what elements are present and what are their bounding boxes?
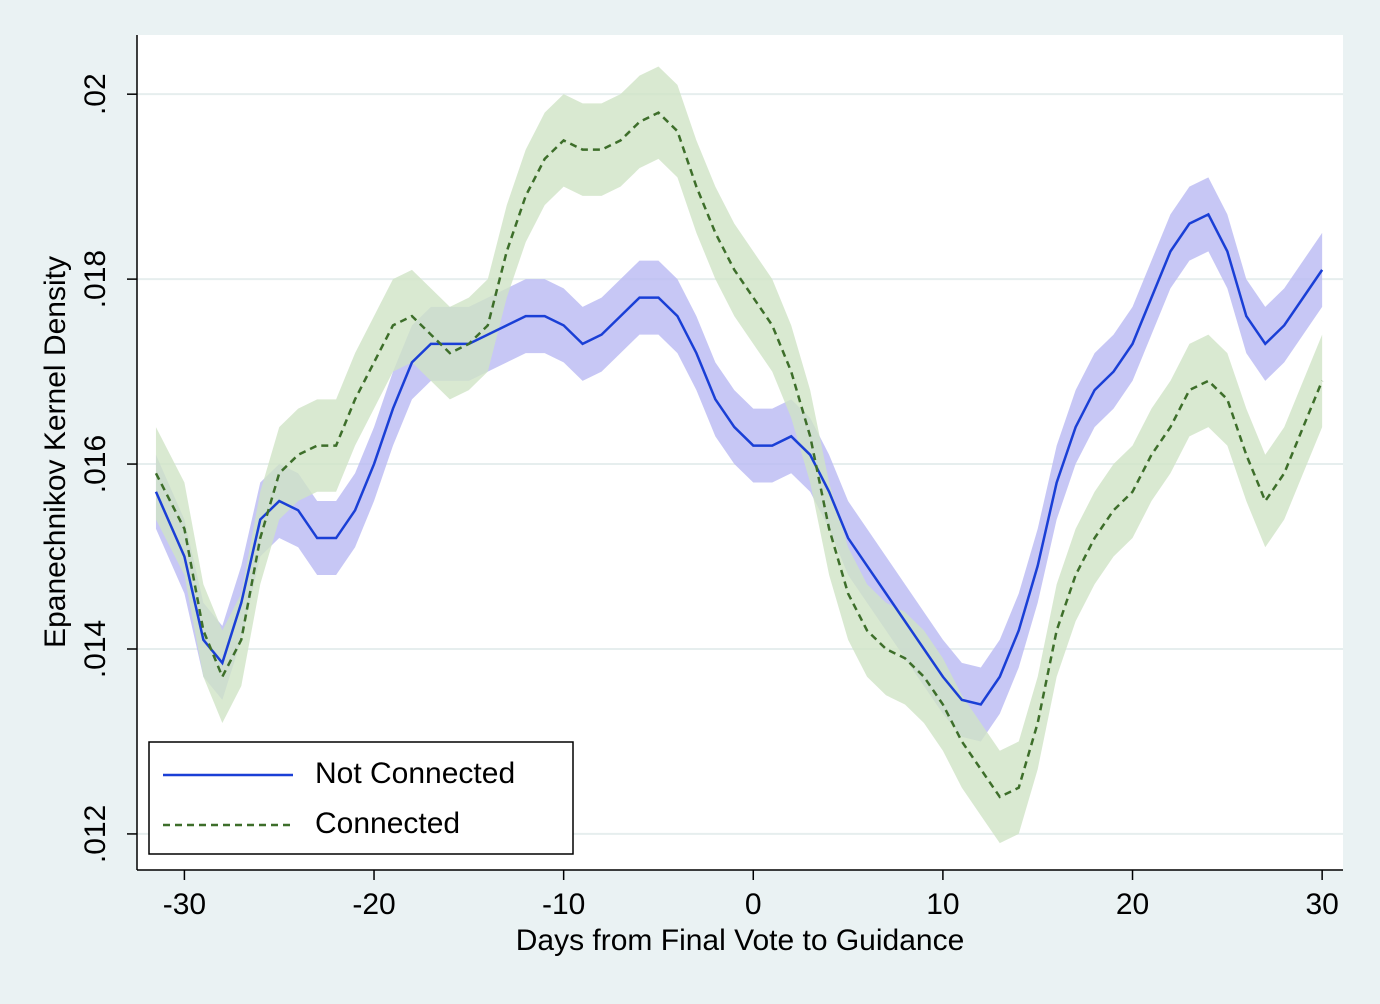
y-tick-label: .014 — [79, 620, 112, 678]
legend-label: Connected — [315, 807, 460, 840]
x-tick-label: 30 — [1305, 888, 1338, 921]
x-tick-label: 0 — [745, 888, 762, 921]
x-tick-label: -10 — [542, 888, 585, 921]
y-tick-label: .018 — [79, 250, 112, 308]
x-tick-label: 10 — [926, 888, 959, 921]
series-line — [154, 212, 1324, 706]
x-axis-title: Days from Final Vote to Guidance — [516, 924, 965, 957]
legend-box — [148, 741, 574, 855]
x-tick-label: -30 — [163, 888, 206, 921]
y-axis-title: Epanechnikov Kernel Density — [39, 256, 72, 648]
x-tick-label: 20 — [1116, 888, 1149, 921]
y-tick-label: .02 — [79, 73, 112, 115]
y-tick-label: .012 — [79, 805, 112, 863]
x-tick-label: -20 — [352, 888, 395, 921]
series-line — [154, 111, 1324, 799]
legend-label: Not Connected — [315, 757, 515, 790]
y-tick-label: .016 — [79, 435, 112, 493]
